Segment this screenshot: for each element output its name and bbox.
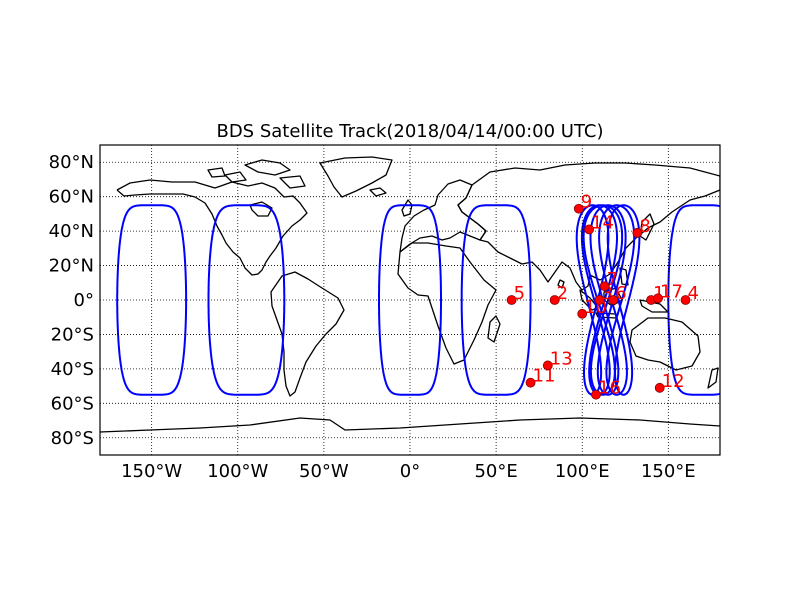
satellite-track-9 (575, 204, 610, 396)
lon-tick-label: 100°E (555, 461, 610, 482)
satellite-label-13: 13 (550, 348, 573, 369)
coastline-arctic-islands (207, 159, 306, 189)
map-plot-area: 12345678910111213141617 (100, 145, 720, 455)
satellite-label-16: 16 (598, 378, 621, 399)
satellite-track-1 (116, 204, 188, 396)
coastline-sri-lanka (557, 279, 565, 289)
satellite-label-12: 12 (662, 371, 685, 392)
coastlines (100, 156, 720, 433)
lon-tick-label: 50°W (299, 461, 349, 482)
coastline-antarctica (100, 417, 720, 433)
satellite-marker-4 (680, 295, 691, 305)
coastline-south-america (270, 271, 345, 397)
satellite-markers: 12345678910111213141617 (506, 192, 699, 400)
satellite-label-3: 3 (601, 283, 612, 304)
satellite-marker-12 (654, 382, 665, 393)
satellite-label-8: 8 (639, 216, 650, 237)
lat-tick-label: 40°S (51, 359, 94, 380)
coastline-north-america (116, 179, 308, 276)
satellite-marker-17 (653, 293, 663, 304)
satellite-marker-16 (591, 389, 601, 400)
lat-tick-label: 60°S (51, 393, 94, 414)
satellite-label-10: 10 (584, 297, 607, 318)
lat-tick-label: 80°N (49, 152, 94, 173)
coastline-madagascar (487, 315, 501, 343)
coastline-philippines (619, 267, 629, 286)
satellite-label-17: 17 (660, 281, 683, 302)
satellite-track-11 (606, 204, 641, 396)
satellite-track-5 (667, 204, 720, 396)
satellite-marker-13 (542, 360, 553, 371)
satellite-marker-9 (573, 203, 584, 214)
coastline-iceland (369, 187, 387, 197)
coastline-new-guinea (639, 299, 669, 313)
satellite-marker-5 (506, 295, 517, 305)
coastline-hudson-bay (249, 201, 273, 217)
satellite-marker-6 (608, 295, 619, 305)
satellite-label-6: 6 (615, 283, 626, 304)
map-gridlines (100, 145, 720, 455)
lat-tick-label: 80°S (51, 428, 94, 449)
coastline-greenland (319, 156, 393, 198)
longitude-tick-labels: 150°W 100°W 50°W 0° 50°E 100°E 150°E (121, 461, 696, 482)
lat-tick-label: 40°N (49, 221, 94, 242)
satellite-track-2 (207, 204, 286, 396)
satellite-marker-14 (584, 224, 595, 235)
satellite-marker-3 (594, 295, 605, 305)
lon-tick-label: 150°E (641, 461, 696, 482)
coastline-new-zealand (707, 367, 719, 389)
satellite-label-11: 11 (533, 366, 556, 387)
lat-tick-label: 0° (74, 290, 94, 311)
satellite-label-9: 9 (581, 192, 592, 213)
satellite-marker-8 (632, 227, 643, 238)
lon-tick-label: 100°W (207, 461, 268, 482)
satellite-track-6 (580, 204, 618, 396)
lat-tick-label: 20°N (49, 256, 94, 277)
coastline-britain (401, 199, 413, 217)
satellite-label-5: 5 (514, 283, 525, 304)
satellite-marker-7 (599, 281, 610, 292)
satellite-marker-11 (525, 377, 536, 388)
latitude-tick-labels: 80°N 60°N 40°N 20°N 0° 20°S 40°S 60°S 80°S (49, 152, 94, 449)
satellite-marker-2 (549, 295, 560, 305)
lon-tick-label: 50°E (474, 461, 517, 482)
lat-tick-label: 60°N (49, 187, 94, 208)
coastline-australia (629, 317, 701, 371)
chart-title: BDS Satellite Track(2018/04/14/00:00 UTC… (216, 121, 603, 142)
satellite-track-4 (460, 204, 532, 396)
satellite-label-7: 7 (607, 269, 618, 290)
satellite-label-4: 4 (688, 283, 699, 304)
satellite-label-2: 2 (557, 283, 568, 304)
lat-tick-label: 20°S (51, 324, 94, 345)
coastline-europe (399, 179, 487, 253)
coastline-africa (397, 242, 497, 365)
satellite-label-14: 14 (591, 212, 614, 233)
lon-tick-label: 150°W (121, 461, 182, 482)
satellite-marker-10 (577, 308, 588, 319)
lon-tick-label: 0° (400, 461, 420, 482)
plot-frame (99, 144, 721, 456)
